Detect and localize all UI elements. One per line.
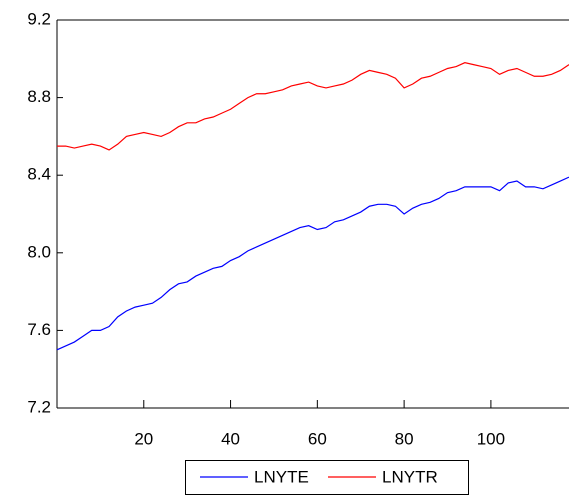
series-line	[56, 176, 569, 351]
legend-label: LNYTE	[254, 467, 309, 486]
x-tick-label: 80	[395, 429, 414, 448]
y-tick-label: 7.2	[27, 397, 51, 416]
legend-label: LNYTR	[382, 467, 438, 486]
y-tick-label: 8.8	[27, 87, 51, 106]
x-tick-label: 60	[308, 429, 327, 448]
x-tick-label: 100	[477, 429, 505, 448]
series-line	[57, 62, 569, 151]
y-tick-label: 7.6	[27, 320, 51, 339]
x-tick-label: 20	[134, 429, 153, 448]
y-tick-label: 8.4	[27, 165, 51, 184]
x-tick-label: 40	[221, 429, 240, 448]
y-tick-label: 8.0	[27, 242, 51, 261]
y-tick-label: 9.2	[27, 9, 51, 28]
